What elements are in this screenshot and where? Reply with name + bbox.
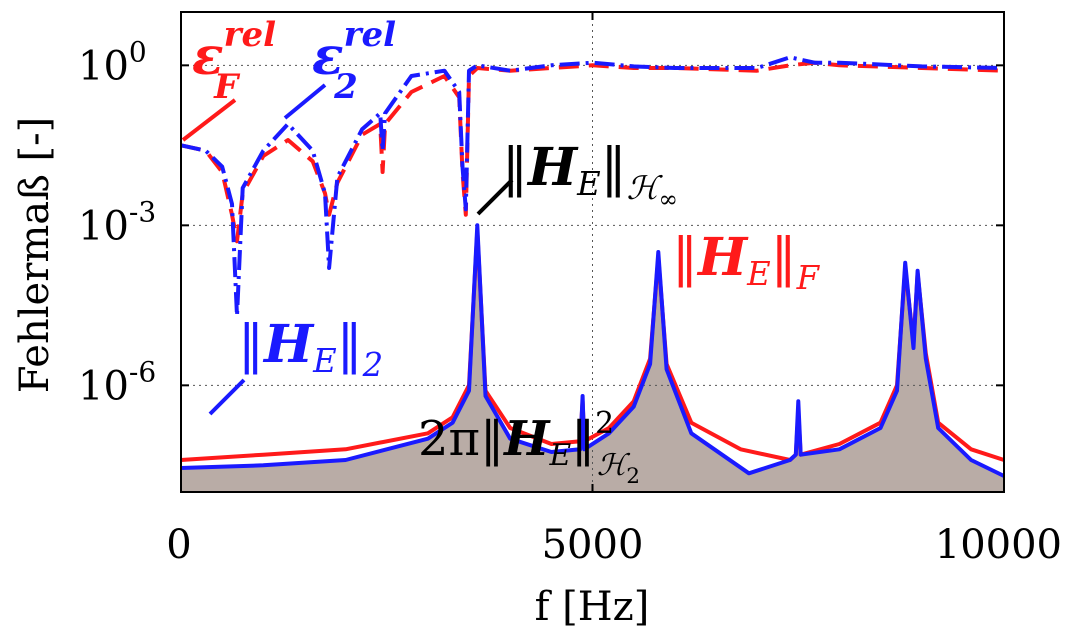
annotation-layer: εrel F εrel 2 ‖HE‖ℋ∞ ‖HE‖F ‖HE‖2 2π‖HE‖2 ℋ2 bbox=[181, 15, 821, 489]
annotation-eps-F-rel: εrel F bbox=[192, 15, 276, 107]
annotation-eps-2-rel: εrel 2 bbox=[312, 15, 396, 107]
leader-H-E-Hinf bbox=[476, 178, 514, 216]
leader-eps-2-rel bbox=[283, 83, 327, 120]
annotation-2pi-H-E-H2-squared: 2π‖HE‖2 ℋ2 bbox=[418, 406, 640, 489]
x-tick-label: 5000 bbox=[542, 522, 644, 568]
annotation-H-E-2: ‖HE‖2 bbox=[238, 314, 383, 384]
annotation-H-E-Hinf: ‖HE‖ℋ∞ bbox=[502, 137, 678, 213]
leader-eps-F-rel bbox=[181, 98, 237, 142]
series-layer bbox=[180, 55, 1005, 478]
x-tick-label: 0 bbox=[166, 522, 191, 568]
x-axis-label: f [Hz] bbox=[535, 584, 650, 630]
series-H_E_2 bbox=[180, 223, 1005, 478]
leader-H-E-2 bbox=[208, 378, 246, 416]
series-eps_2_rel bbox=[180, 55, 1005, 318]
x-tick-label: 10000 bbox=[935, 522, 1062, 568]
annotation-H-E-F: ‖HE‖F bbox=[672, 227, 821, 297]
y-tick-label: 100 bbox=[78, 35, 147, 89]
tick-layer: 0 5000 10000 100 10-3 10-6 bbox=[78, 12, 1062, 568]
axis-label-layer: f [Hz] Fehlermaß [-] bbox=[12, 117, 649, 630]
y-tick-label: 10-3 bbox=[78, 195, 156, 249]
y-tick-label: 10-6 bbox=[78, 355, 156, 409]
y-axis-label: Fehlermaß [-] bbox=[12, 117, 58, 394]
